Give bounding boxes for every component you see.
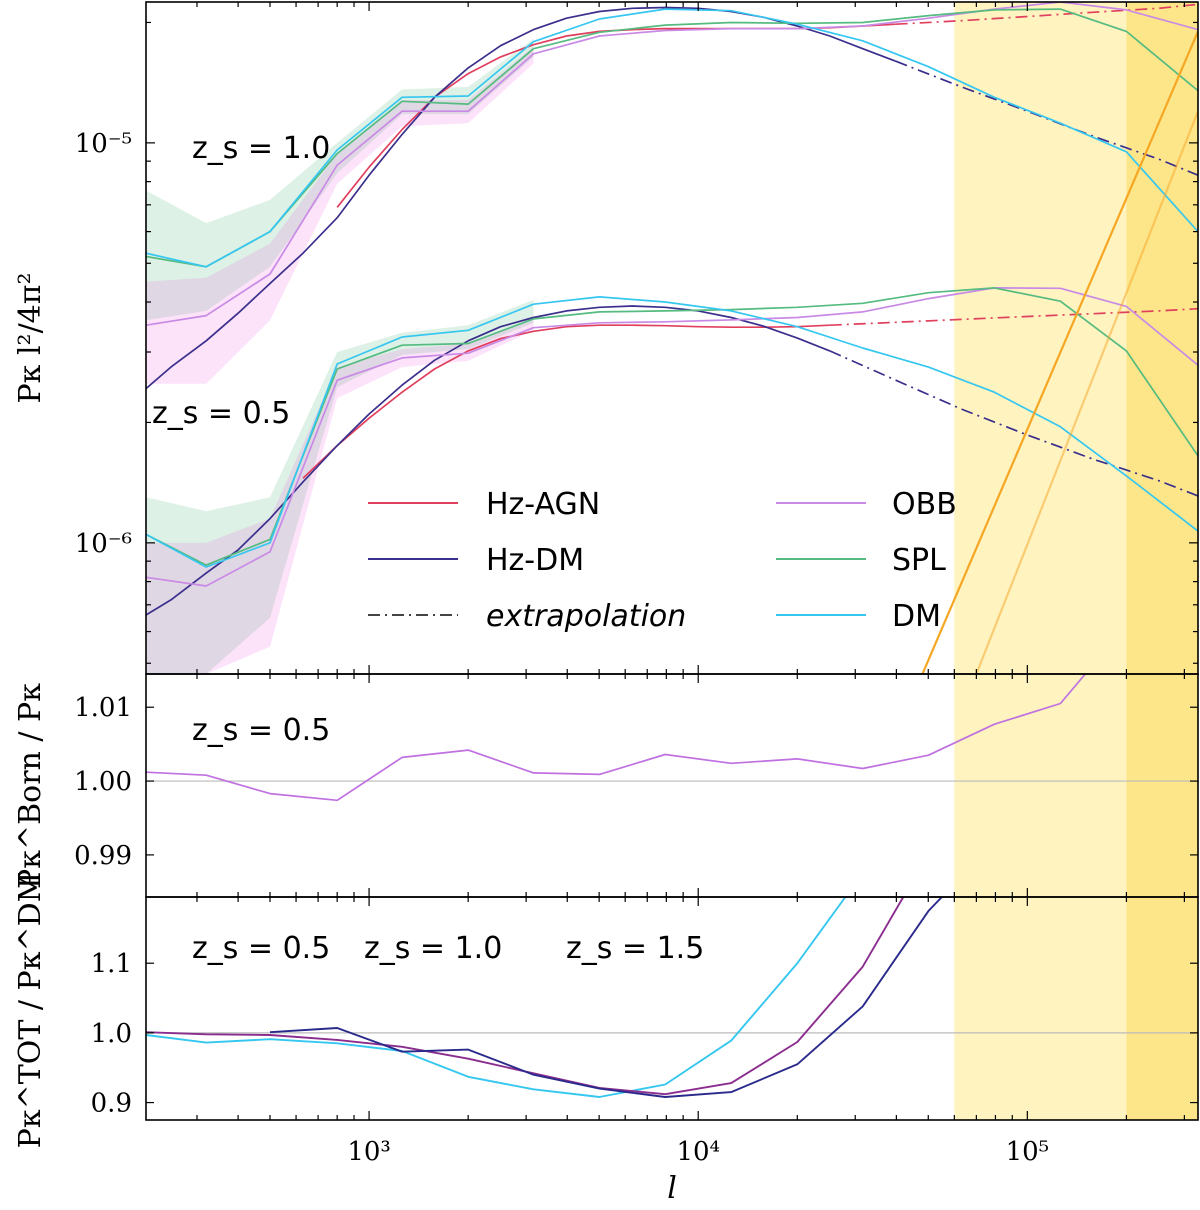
legend: Hz-AGN Hz-DM extrapolation OBB SPL DM [368, 487, 957, 634]
top-orange-lines [921, 30, 1198, 674]
panel-bottom [146, 897, 1198, 1098]
shaded-band-1 [954, 2, 1127, 1120]
uncertainty-region-3 [146, 299, 534, 674]
high-l-shaded-bands [954, 2, 1198, 1120]
x-tick-label: 10⁴ [676, 1137, 720, 1167]
series-hz-agn-z-0-5 [302, 324, 830, 479]
x-tick-label: 10³ [347, 1137, 391, 1167]
y-tick-label-top: 10⁻⁵ [75, 129, 132, 159]
bottom-panel-frame [145, 896, 1199, 1121]
middle-y-axis-label: Pκ^Born / Pκ [13, 683, 48, 889]
top-series-lines [146, 2, 1198, 616]
series-dm-z-1-0 [146, 8, 1198, 268]
series-hz-dm-z-0-5 [146, 305, 831, 616]
legend-label-hz-agn: Hz-AGN [486, 487, 600, 522]
bottom-series-lines [146, 897, 943, 1098]
x-axis-label: l [667, 1171, 677, 1206]
top-uncertainty-regions [146, 38, 534, 674]
bottom-annotation-zs-1-5: z_s = 1.5 [566, 931, 704, 966]
y-tick-label-middle: 1.00 [74, 767, 132, 797]
annotation-zs-0-5: z_s = 0.5 [152, 396, 290, 431]
uncertainty-region-4 [146, 320, 534, 674]
panel-middle [146, 674, 1198, 802]
series-obb-z-0-5 [146, 287, 1198, 587]
series-hz-dm-z-0-5-extrapolation [829, 350, 1198, 497]
bottom-annotation-zs-0-5: z_s = 0.5 [192, 931, 330, 966]
series-dm-z-0-5 [146, 296, 1198, 568]
axis-ticks [146, 2, 1198, 1120]
x-tick-label: 10⁵ [1006, 1137, 1050, 1167]
middle-series-lines [146, 674, 1086, 802]
legend-label-extrapolation: extrapolation [486, 599, 686, 634]
series-z-s-1-0 [146, 897, 905, 1096]
series-obb-z-1-0 [146, 2, 1198, 327]
y-tick-label-bottom: 1.0 [91, 1019, 132, 1049]
series-z-s-0-5 [146, 897, 847, 1098]
panel-top [146, 2, 1198, 674]
series-z-s-1-5 [269, 897, 943, 1098]
uncertainty-region-2 [146, 46, 534, 384]
annotation-zs-1-0: z_s = 1.0 [192, 131, 330, 166]
orange-line-1 [921, 30, 1198, 674]
shaded-band-2 [1126, 2, 1198, 1120]
y-tick-label-bottom: 1.1 [91, 949, 132, 979]
series-spl-z-1-0 [146, 8, 1198, 268]
legend-label-obb: OBB [892, 487, 957, 522]
y-tick-label-bottom: 0.9 [91, 1089, 132, 1119]
legend-label-dm: DM [892, 599, 941, 634]
y-tick-label-middle: 0.99 [74, 841, 132, 871]
top-y-axis-label: Pκ l²/4π² [13, 272, 48, 403]
legend-label-spl: SPL [892, 543, 946, 578]
tick-labels: 10³ 10⁴ 10⁵ 10⁻⁶ 10⁻⁵ 0.99 1.00 1.01 0.9 1.0 1.1 [74, 129, 1049, 1167]
y-tick-label-middle: 1.01 [74, 693, 132, 723]
legend-label-hz-dm: Hz-DM [486, 543, 584, 578]
uncertainty-region-1 [146, 38, 534, 321]
series-hz-agn-z-1-0-extrapolation [895, 3, 1198, 26]
bottom-y-axis-label: Pκ^TOT / Pκ^DM [13, 872, 48, 1149]
middle-annotation-zs-0-5: z_s = 0.5 [192, 713, 330, 748]
series-hz-agn-z-0-5-extrapolation [829, 307, 1198, 327]
orange-line-2 [975, 110, 1198, 674]
bottom-annotation-zs-1-0: z_s = 1.0 [364, 931, 502, 966]
y-tick-label-top: 10⁻⁶ [75, 529, 132, 559]
series-born-ratio-z-0-5 [146, 674, 1086, 802]
